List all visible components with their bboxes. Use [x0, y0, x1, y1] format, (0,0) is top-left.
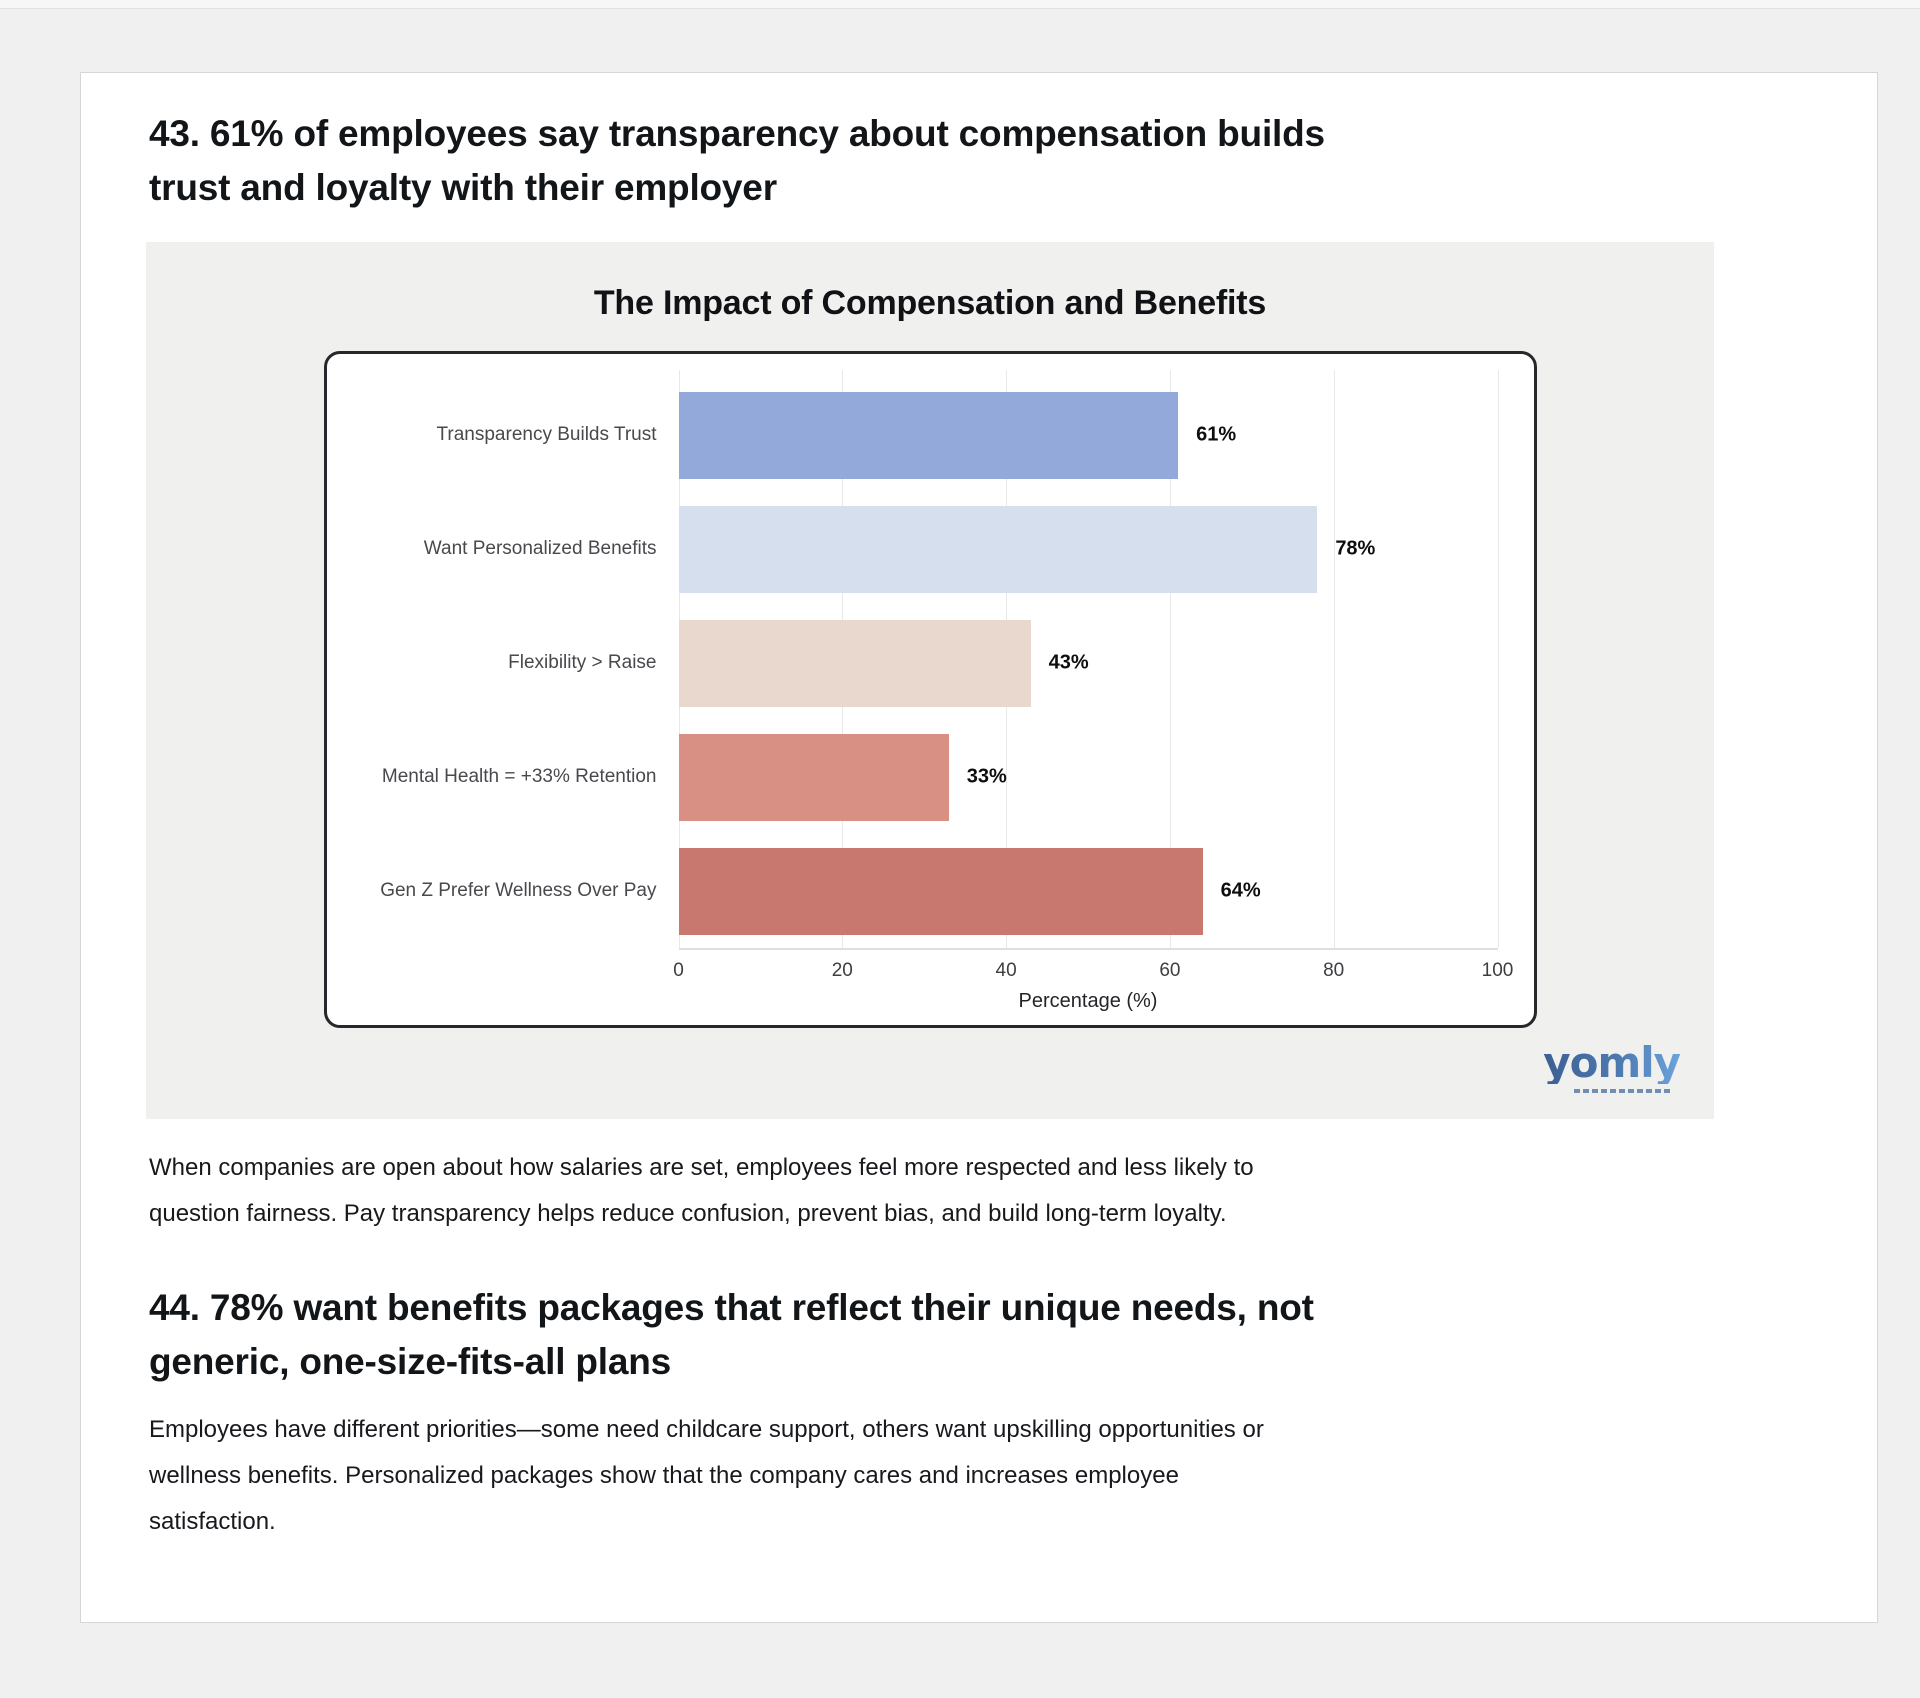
chart-plot-box: Transparency Builds Trust 61% Want Persona… [323, 351, 1537, 1029]
chart-plot-body: Transparency Builds Trust 61% Want Persona… [380, 370, 1499, 951]
bar-value-label: 33% [966, 765, 1007, 788]
paragraph-44: Employees have different priorities—some… [149, 1415, 1264, 1535]
x-tick-label: 60 [1159, 960, 1181, 982]
paragraph-43: When companies are open about how salari… [149, 1154, 1254, 1228]
gridline [1497, 370, 1499, 949]
bar [678, 391, 1179, 479]
category-label: Flexibility > Raise [508, 652, 657, 674]
bar-row: Mental Health = +33% Retention 33% [382, 720, 1498, 834]
category-label: Gen Z Prefer Wellness Over Pay [380, 880, 657, 902]
gridline [1333, 370, 1335, 949]
yomly-logo: yomly [1543, 1038, 1681, 1088]
yomly-logo-tagline [1574, 1089, 1672, 1094]
category-label: Mental Health = +33% Retention [381, 766, 657, 788]
x-tick-label: 40 [995, 960, 1017, 982]
bar [678, 733, 949, 821]
article-card: 43. 61% of employees say transparency ab… [80, 72, 1878, 1623]
bar-value-label: 64% [1220, 879, 1261, 902]
heading-43: 43. 61% of employees say transparency ab… [149, 113, 1325, 208]
bar-row: Flexibility > Raise 43% [508, 606, 1498, 720]
x-axis-ticks: 0 20 40 60 80 100 [673, 960, 1513, 986]
x-axis-label: Percentage (%) [1018, 990, 1158, 1013]
x-tick-label: 0 [673, 960, 684, 982]
bar [678, 619, 1031, 707]
bar [678, 505, 1318, 593]
bar-row: Want Personalized Benefits 78% [424, 492, 1498, 606]
bar-value-label: 43% [1048, 651, 1089, 674]
bar [678, 847, 1203, 935]
logo-row: yomly [146, 1028, 1714, 1094]
page-top-strip [0, 0, 1920, 9]
category-label: Want Personalized Benefits [423, 538, 657, 560]
chart-figure: The Impact of Compensation and Benefits … [146, 242, 1714, 1120]
bar-value-label: 61% [1196, 423, 1237, 446]
x-tick-label: 80 [1323, 960, 1345, 982]
heading-44: 44. 78% want benefits packages that refl… [149, 1287, 1314, 1383]
category-label: Transparency Builds Trust [436, 424, 657, 446]
x-tick-label: 100 [1481, 960, 1514, 982]
x-tick-label: 20 [831, 960, 853, 982]
chart-title: The Impact of Compensation and Benefits [593, 284, 1267, 323]
bar-value-label: 78% [1335, 537, 1376, 560]
bar-row: Transparency Builds Trust 61% [437, 378, 1498, 492]
bar-row: Gen Z Prefer Wellness Over Pay 64% [380, 834, 1498, 948]
gridline [1169, 370, 1171, 949]
